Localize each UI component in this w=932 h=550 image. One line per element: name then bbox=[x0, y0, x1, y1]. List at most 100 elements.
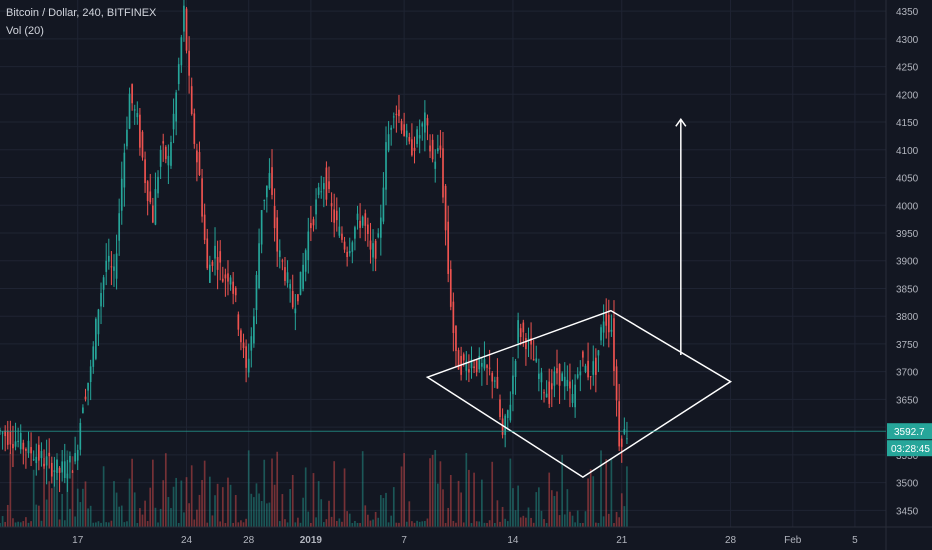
candle-body bbox=[286, 272, 289, 283]
x-tick-label: 14 bbox=[507, 535, 519, 546]
y-tick-label: 4250 bbox=[896, 63, 919, 74]
candle-body bbox=[444, 185, 447, 231]
volume-bar bbox=[444, 522, 447, 527]
volume-bar bbox=[504, 518, 507, 527]
volume-bar bbox=[553, 496, 556, 527]
volume-bar bbox=[149, 487, 152, 527]
volume-bar bbox=[543, 519, 545, 527]
candle-body bbox=[214, 245, 216, 259]
price-tags: 3592.7 03:28:45 bbox=[0, 423, 932, 457]
candle-body bbox=[172, 113, 175, 130]
volume-bar bbox=[413, 522, 416, 527]
candle-body bbox=[512, 375, 514, 395]
volume-bar bbox=[113, 481, 115, 527]
candle-body bbox=[74, 453, 76, 462]
volume-bar bbox=[421, 521, 424, 527]
trendline-drawings[interactable] bbox=[425, 117, 732, 478]
candle-body bbox=[602, 321, 605, 333]
candle-body bbox=[452, 301, 455, 333]
candle-body bbox=[170, 141, 172, 166]
time-axis[interactable]: 17 24 28 2019 7 14 21 28 Feb 5 bbox=[0, 526, 932, 546]
candle-body bbox=[400, 121, 403, 131]
volume-bar bbox=[530, 517, 532, 527]
y-tick-label: 4350 bbox=[896, 7, 919, 18]
volume-bar bbox=[247, 450, 250, 527]
candle-body bbox=[478, 355, 481, 370]
candle-body bbox=[328, 181, 330, 189]
volume-bar bbox=[361, 451, 364, 527]
candle-body bbox=[348, 251, 351, 254]
candle-body bbox=[294, 308, 297, 314]
candle-body bbox=[488, 367, 491, 369]
y-tick-label: 3450 bbox=[896, 506, 919, 517]
volume-bar bbox=[100, 522, 102, 527]
volume-bar bbox=[69, 508, 71, 527]
candle-body bbox=[377, 233, 380, 238]
volume-bar bbox=[211, 515, 214, 527]
volume-bar bbox=[405, 521, 408, 527]
candle-body bbox=[374, 240, 377, 259]
volume-bar bbox=[61, 493, 64, 527]
volume-bar bbox=[48, 481, 51, 527]
volume-bar bbox=[216, 483, 219, 527]
candle-body bbox=[154, 189, 157, 225]
volume-bar bbox=[154, 507, 157, 527]
candle-body bbox=[9, 431, 12, 445]
candle-body bbox=[291, 291, 294, 308]
volume-bar bbox=[273, 484, 276, 527]
candle-body bbox=[538, 373, 540, 379]
volume-bar bbox=[190, 465, 193, 527]
y-tick-label: 4000 bbox=[896, 201, 919, 212]
candle-body bbox=[190, 86, 193, 114]
candle-body bbox=[540, 372, 543, 383]
candle-body bbox=[133, 109, 136, 111]
candle-body bbox=[177, 64, 180, 85]
x-tick-label: 17 bbox=[72, 535, 84, 546]
candle-body bbox=[613, 318, 615, 371]
candle-body bbox=[263, 200, 266, 202]
candle-body bbox=[38, 444, 40, 461]
volume-bar bbox=[299, 522, 302, 527]
candle-body bbox=[79, 422, 82, 450]
candle-body bbox=[424, 112, 426, 133]
volume-bar bbox=[348, 513, 351, 527]
volume-bar bbox=[579, 522, 582, 527]
candle-body bbox=[281, 260, 284, 262]
volume-bar bbox=[418, 521, 421, 527]
y-tick-label: 4300 bbox=[896, 35, 919, 46]
candle-body bbox=[123, 152, 126, 188]
volume-bar bbox=[341, 521, 343, 527]
volume-bar bbox=[597, 522, 600, 527]
candle-body bbox=[522, 322, 525, 333]
volume-bar bbox=[403, 453, 405, 527]
candle-body bbox=[317, 187, 320, 195]
volume-bar bbox=[289, 489, 291, 527]
volume-bar bbox=[320, 499, 323, 527]
volume-bar bbox=[167, 497, 170, 527]
volume-bar bbox=[330, 516, 333, 527]
volume-bar bbox=[19, 522, 22, 527]
candle-body bbox=[385, 142, 387, 190]
volume-bar bbox=[481, 479, 483, 527]
diamond-pattern bbox=[425, 309, 732, 478]
volume-bar bbox=[595, 522, 597, 527]
volume-bar bbox=[170, 508, 172, 527]
candle-body bbox=[499, 399, 501, 417]
volume-bars bbox=[0, 450, 628, 527]
candle-body bbox=[431, 139, 434, 160]
volume-bar bbox=[183, 512, 185, 527]
candle-body bbox=[229, 277, 232, 285]
x-tick-label: 28 bbox=[725, 535, 737, 546]
volume-bar bbox=[118, 506, 121, 527]
candle-body bbox=[615, 366, 618, 401]
candle-body bbox=[525, 338, 527, 350]
volume-bar bbox=[328, 500, 330, 527]
candle-body bbox=[265, 185, 268, 198]
volume-bar bbox=[221, 487, 224, 527]
volume-bar bbox=[203, 460, 206, 527]
candle-body bbox=[556, 368, 558, 374]
candle-body bbox=[113, 266, 115, 271]
candle-body bbox=[107, 255, 110, 262]
price-axis[interactable]: 3450350035503600365037003750380038503900… bbox=[885, 0, 919, 550]
